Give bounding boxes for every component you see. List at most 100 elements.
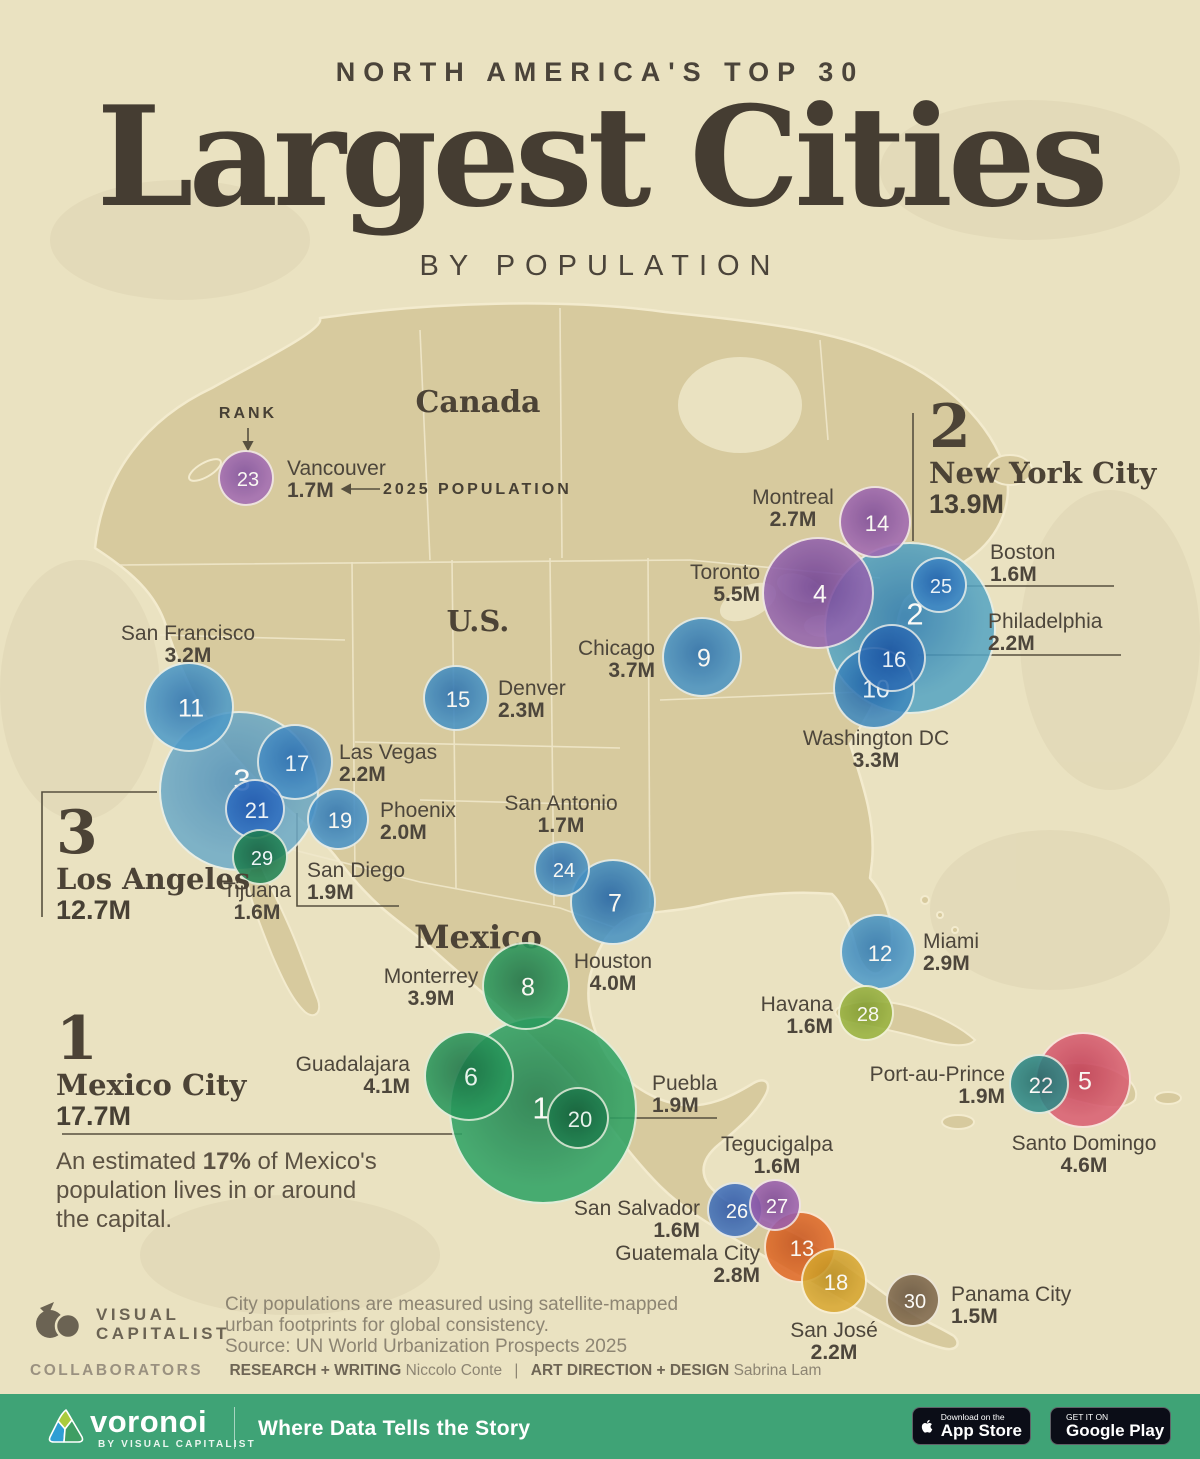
bubble-rank-number: 25 [929,576,953,598]
callout-value-new-york: 13.9M [929,489,1005,519]
bubble-rank-number: 21 [244,798,270,823]
bubble-rank-number: 29 [250,848,274,870]
legend-city-population: 1.7M [287,479,334,502]
city-population: 1.9M [307,881,354,904]
city-population: 5.5M [713,583,760,606]
bubble-rank-number: 7 [608,889,622,918]
bubble-rank-number: 26 [725,1201,749,1223]
callout-rank-3: 3 [56,798,98,868]
city-bubble-phoenix: 19 [307,788,369,850]
bubble-rank-number: 18 [823,1270,849,1295]
city-bubble-denver: 15 [423,665,489,731]
city-population: 2.3M [498,699,545,722]
city-name: San José [790,1319,878,1342]
bubble-rank-number: 19 [327,808,353,833]
google-play-badge[interactable]: GET IT ON Google Play [1050,1407,1171,1445]
google-play-badge-bottom: Google Play [1066,1420,1165,1440]
city-label-tegucigalpa: Tegucigalpa 1.6M [721,1134,833,1178]
bubble-rank-number: 12 [867,941,893,966]
role-research-writing: RESEARCH + WRITING [229,1362,402,1379]
bubble-rank-number: 8 [521,973,535,1002]
city-name: San Francisco [120,622,256,645]
city-name: San Antonio [504,792,618,815]
city-name: Philadelphia [988,610,1103,633]
city-name: Santo Domingo [1011,1132,1157,1155]
city-label-san-antonio: San Antonio 1.7M [504,793,617,837]
city-name: Port-au-Prince [869,1063,1005,1086]
bubble-rank-number: 13 [789,1236,815,1261]
bubble-rank-number: 2 [906,596,924,632]
city-name: San Diego [307,859,406,882]
callout-new-york: 2 New York City 13.9M [929,392,1156,519]
city-name: Guadalajara [295,1053,410,1076]
bubble-rank-number: 22 [1028,1073,1054,1098]
bubble-rank-number: 16 [881,647,907,672]
app-store-badge[interactable]: Download on the App Store [912,1407,1031,1445]
baja-peninsula [246,865,321,1017]
city-label-guadalajara: Guadalajara 4.1M [296,1054,410,1098]
callout-rank-1: 1 [56,1004,98,1074]
city-name: Montreal [752,486,834,509]
google-play-badge-top: GET IT ON [1066,1411,1109,1422]
country-label-us: U.S. [446,604,510,638]
city-population: 2.2M [810,1341,858,1364]
city-label-guatemala-city: Guatemala City 2.8M [615,1243,760,1287]
city-label-port-au-prince: Port-au-Prince 1.9M [870,1064,1005,1108]
bubble-rank-number: 4 [813,580,827,609]
city-population: 2.2M [988,632,1035,655]
bubble-rank-number: 30 [903,1291,927,1313]
city-name: Puebla [652,1072,718,1095]
page-title: Largest Cities [96,75,1109,238]
city-population: 2.8M [713,1264,760,1287]
map-texture [0,100,1200,1315]
callout-value-mexico-city: 17.7M [56,1101,132,1131]
city-bubble-philadelphia: 16 [858,624,926,692]
annotation-bold: 17% [202,1148,251,1175]
bubble-rank-number: 23 [236,469,260,491]
city-bubble-san-jos-: 18 [801,1248,867,1314]
city-bubble-guadalajara: 6 [424,1031,514,1121]
voronoi-tagline: Where Data Tells the Story [258,1417,531,1440]
city-label-chicago: Chicago 3.7M [578,638,655,682]
city-label-houston: Houston 4.0M [574,951,652,995]
bubble-rank-number: 28 [856,1004,880,1026]
city-label-phoenix: Phoenix 2.0M [380,800,456,844]
city-name: Miami [923,930,979,953]
city-name: Phoenix [380,799,456,822]
city-bubble-toronto: 4 [762,537,874,649]
city-population: 1.7M [537,814,585,837]
note-line-1: City populations are measured using sate… [225,1294,679,1315]
city-bubble-san-francisco: 11 [144,662,234,752]
brand-line-2: CAPITALIST [96,1324,230,1343]
city-label-havana: Havana 1.6M [761,994,833,1038]
city-population: 1.6M [753,1155,801,1178]
city-name: Panama City [951,1283,1072,1306]
city-name: Tegucigalpa [720,1133,834,1156]
city-population: 2.0M [380,821,427,844]
city-bubble-vancouver: 23 [218,450,274,506]
city-label-santo-domingo: Santo Domingo 4.6M [1012,1133,1157,1177]
city-label-toronto: Toronto 5.5M [690,562,760,606]
legend-rank-label: RANK [218,405,278,422]
app-store-badge-bottom: App Store [940,1420,1022,1440]
city-bubble-chicago: 9 [662,617,742,697]
voronoi-wordmark: voronoi [90,1404,208,1439]
bubble-rank-number: 6 [464,1063,478,1092]
city-population: 1.6M [990,563,1037,586]
city-name: Guatemala City [615,1242,760,1265]
callout-rank-2: 2 [929,392,971,462]
bubble-rank-number: 24 [552,860,576,882]
annotation-text-2: of Mexico's [250,1148,377,1175]
city-bubble-puebla: 20 [547,1087,609,1149]
city-population: 1.9M [652,1094,699,1117]
legend-city-name: Vancouver [287,457,386,480]
la-callout-bracket [41,791,157,917]
city-label-puebla: Puebla 1.9M [652,1073,717,1117]
city-label-monterrey: Monterrey 3.9M [384,966,479,1010]
city-label-san-jos-: San José 2.2M [790,1320,878,1364]
city-population: 4.0M [589,972,637,995]
bubble-rank-number: 17 [284,751,310,776]
city-name: Monterrey [383,965,479,988]
annotation-text: An estimated [56,1148,203,1175]
credit-separator: | [514,1362,519,1379]
